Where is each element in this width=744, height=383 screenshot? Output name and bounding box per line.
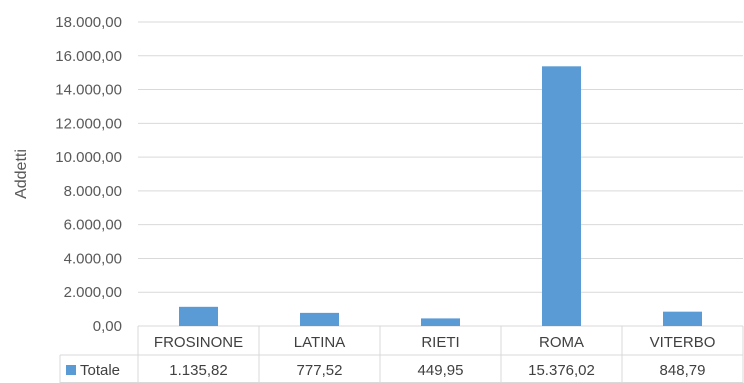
bar: [421, 318, 460, 326]
legend-series-name: Totale: [80, 362, 120, 379]
y-axis-title: Addetti: [13, 149, 30, 199]
y-tick-label: 4.000,00: [64, 250, 122, 267]
x-category-label: RIETI: [421, 334, 459, 351]
x-category-label: FROSINONE: [154, 334, 243, 351]
data-value-label: 449,95: [418, 362, 464, 379]
legend-swatch: [66, 365, 76, 375]
y-tick-label: 12.000,00: [55, 115, 122, 132]
y-tick-label: 6.000,00: [64, 217, 122, 234]
bar: [542, 66, 581, 327]
bar: [179, 306, 218, 326]
y-tick-label: 16.000,00: [55, 48, 122, 65]
y-tick-label: 10.000,00: [55, 149, 122, 166]
y-tick-label: 8.000,00: [64, 183, 122, 200]
x-category-label: LATINA: [294, 334, 345, 351]
data-value-label: 15.376,02: [528, 362, 595, 379]
y-tick-label: 14.000,00: [55, 82, 122, 99]
bar: [663, 311, 702, 326]
x-category-label: VITERBO: [650, 334, 716, 351]
x-category-label: ROMA: [539, 334, 584, 351]
y-axis-ticks: 0,00 2.000,00 4.000,00 6.000,00 8.000,00 10.0…: [55, 14, 122, 335]
gridlines: [138, 21, 743, 327]
data-table: FROSINONE LATINA RIETI ROMA VITERBO Totale 1.1…: [59, 326, 744, 383]
data-value-label: 848,79: [660, 362, 706, 379]
bar: [300, 312, 339, 326]
data-value-label: 1.135,82: [169, 362, 227, 379]
y-tick-label: 18.000,00: [55, 14, 122, 31]
bars: [179, 66, 702, 327]
data-value-label: 777,52: [297, 362, 343, 379]
y-tick-label: 2.000,00: [64, 284, 122, 301]
y-tick-label: 0,00: [93, 318, 122, 335]
